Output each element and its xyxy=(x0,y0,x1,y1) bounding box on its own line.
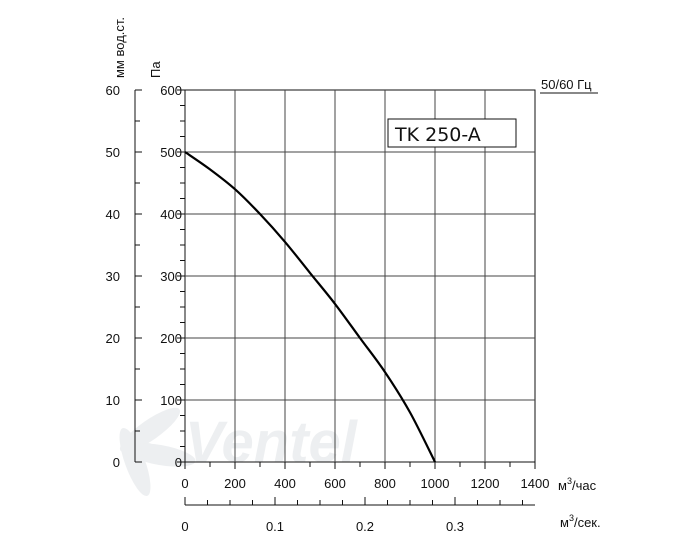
model-label: TK 250-A xyxy=(394,124,481,146)
mm-tick-label: 50 xyxy=(106,145,120,160)
watermark-text: Ventel xyxy=(185,410,359,475)
m3s-tick-label: 0.3 xyxy=(446,519,464,534)
mm-tick-label: 60 xyxy=(106,83,120,98)
m3s-tick-label: 0 xyxy=(181,519,188,534)
pa-tick-label: 500 xyxy=(160,145,182,160)
flow-tick-label: 1000 xyxy=(421,476,450,491)
mm-axis-ticks: 0 10 20 30 40 50 60 xyxy=(106,83,142,470)
flow-tick-label: 200 xyxy=(224,476,246,491)
model-label-box xyxy=(387,118,517,148)
pa-tick-label: 400 xyxy=(160,207,182,222)
pa-tick-label: 100 xyxy=(160,393,182,408)
pa-axis-title: Па xyxy=(148,61,163,78)
frequency-label: 50/60 Гц xyxy=(541,77,592,92)
grid-lines xyxy=(185,90,535,462)
flow-tick-label: 600 xyxy=(324,476,346,491)
m3s-axis-ticks: 0 0.1 0.2 0.3 xyxy=(181,497,523,534)
flow-tick-label: 400 xyxy=(274,476,296,491)
pa-tick-label: 0 xyxy=(175,455,182,470)
flow-tick-label: 1400 xyxy=(521,476,550,491)
flow-axis-ticks: 0 200 400 600 800 1000 1200 1400 xyxy=(181,462,549,491)
performance-curve xyxy=(184,151,436,463)
mm-tick-label: 10 xyxy=(106,393,120,408)
flow-tick-label: 800 xyxy=(374,476,396,491)
pa-axis-ticks: 0 100 200 300 400 500 600 xyxy=(160,83,185,470)
flow-axis-title: м3/час xyxy=(558,476,597,493)
flow-tick-label: 1200 xyxy=(471,476,500,491)
flow-tick-label: 0 xyxy=(181,476,188,491)
mm-tick-label: 0 xyxy=(113,455,120,470)
mm-axis-title: мм вод.ст. xyxy=(112,17,127,78)
pa-tick-label: 200 xyxy=(160,331,182,346)
mm-tick-label: 30 xyxy=(106,269,120,284)
watermark: Ventel xyxy=(119,407,359,497)
m3s-tick-label: 0.1 xyxy=(266,519,284,534)
pa-tick-label: 600 xyxy=(160,83,182,98)
mm-tick-label: 20 xyxy=(106,331,120,346)
pa-tick-label: 300 xyxy=(160,269,182,284)
m3s-axis-title: м3/сек. xyxy=(560,513,601,530)
mm-tick-label: 40 xyxy=(106,207,120,222)
m3s-tick-label: 0.2 xyxy=(356,519,374,534)
